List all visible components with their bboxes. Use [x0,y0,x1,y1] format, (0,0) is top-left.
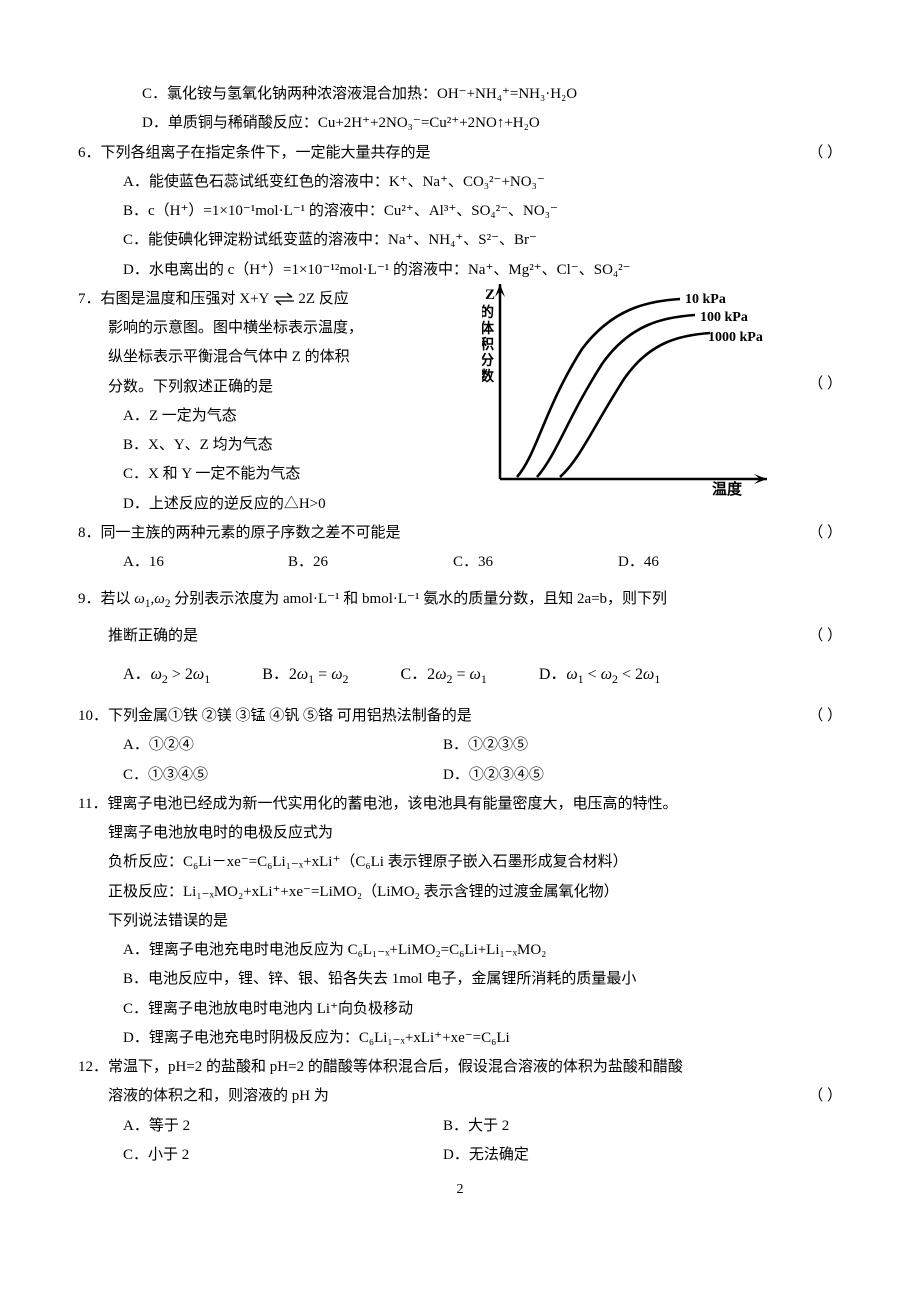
answer-bracket: （ ） [808,1082,842,1111]
option-a: A．等于 2 [123,1112,443,1141]
question-stem-line: 分数。下列叙述正确的是 [78,373,448,402]
question-stem-line: 推断正确的是 [108,628,198,644]
question-number: 8． [78,525,101,541]
option-c: C．36 [453,548,618,577]
option-b: B．大于 2 [443,1112,763,1141]
answer-bracket: （ ） [808,370,842,399]
option-a: A．16 [123,548,288,577]
question-line: 正极反应：Li₁₋ₓMO₂+xLi⁺+xe⁻=LiMO₂（LiMO₂ 表示含锂的… [78,878,842,907]
equilibrium-chart: Z 的 体 积 分 数 温度 10 kPa 100 kPa 1000 kPa [482,279,782,499]
option-d: D．无法确定 [443,1141,763,1170]
question-10: 10．下列金属①铁 ②镁 ③锰 ④钒 ⑤铬 可用铝热法制备的是 （ ） A．①②… [78,702,842,790]
question-7: 7．右图是温度和压强对 X+Y 2Z 反应 影响的示意图。图中横坐标表示温度， … [78,285,842,519]
option-a: A．锂离子电池充电时电池反应为 C₆L₁₋ₓ+LiMO₂=C₆Li+Li₁₋ₓM… [78,936,842,965]
question-stem: 同一主族的两种元素的原子序数之差不可能是 [101,525,401,541]
answer-bracket: （ ） [808,622,842,651]
option-b: B．2ω1 = ω2 [262,659,348,692]
option-b: B．电池反应中，锂、锌、银、铅各失去 1mol 电子，金属锂所消耗的质量最小 [78,965,842,994]
question-6: 6．下列各组离子在指定条件下，一定能大量共存的是 （ ） A．能使蓝色石蕊试纸变… [78,139,842,285]
option-d: D．上述反应的逆反应的△H>0 [78,490,448,519]
option-d: D．锂离子电池充电时阴极反应为：C₆Li₁₋ₓ+xLi⁺+xe⁻=C₆Li [78,1024,842,1053]
option-c: C．①③④⑤ [123,761,443,790]
question-line: 负析反应：C₆Li－xe⁻=C₆Li₁₋ₓ+xLi⁺（C₆Li 表示锂原子嵌入石… [78,848,842,877]
question-stem: 常温下，pH=2 的盐酸和 pH=2 的醋酸等体积混合后，假设混合溶液的体积为盐… [108,1059,683,1075]
svg-text:体: 体 [482,320,495,337]
option-c: C．X 和 Y 一定不能为气态 [78,460,448,489]
answer-bracket: （ ） [838,139,842,168]
option-d: D．46 [618,548,783,577]
question-stem: 下列各组离子在指定条件下，一定能大量共存的是 [101,145,431,161]
question-9: 9．若以 ω1,ω2 分别表示浓度为 amol·L⁻¹ 和 bmol·L⁻¹ 氨… [78,585,842,692]
question-stem-line: 纵坐标表示平衡混合气体中 Z 的体积 [78,343,448,372]
svg-text:积: 积 [482,336,494,353]
question-line: 下列说法错误的是 [78,907,842,936]
question-number: 10． [78,708,108,724]
question-12: 12．常温下，pH=2 的盐酸和 pH=2 的醋酸等体积混合后，假设混合溶液的体… [78,1053,842,1170]
question-stem: 若以 ω1,ω2 分别表示浓度为 amol·L⁻¹ 和 bmol·L⁻¹ 氨水的… [101,591,668,607]
option-a: A．①②④ [123,731,443,760]
y-axis-label: Z [485,287,495,303]
option-b: B．c（H⁺）=1×10⁻¹mol·L⁻¹ 的溶液中：Cu²⁺、Al³⁺、SO₄… [78,197,842,226]
option-a: A．Z 一定为气态 [78,402,448,431]
option-a: A．能使蓝色石蕊试纸变红色的溶液中：K⁺、Na⁺、CO₃²⁻+NO₃⁻ [78,168,842,197]
question-stem-line: 影响的示意图。图中横坐标表示温度， [78,314,448,343]
option-d: D．①②③④⑤ [443,761,763,790]
curve-label-100kpa: 100 kPa [700,310,748,325]
option-b: B．X、Y、Z 均为气态 [78,431,448,460]
question-number: 9． [78,591,101,607]
question-11: 11．锂离子电池已经成为新一代实用化的蓄电池，该电池具有能量密度大，电压高的特性… [78,790,842,1053]
option-line: D．单质铜与稀硝酸反应：Cu+2H⁺+2NO₃⁻=Cu²⁺+2NO↑+H₂O [78,109,842,138]
option-b: B．26 [288,548,453,577]
question-line: 锂离子电池放电时的电极反应式为 [78,819,842,848]
question-number: 12． [78,1059,108,1075]
page-number: 2 [78,1176,842,1203]
option-c: C．锂离子电池放电时电池内 Li⁺向负极移动 [78,995,842,1024]
svg-text:分: 分 [482,353,494,369]
curve-label-1000kpa: 1000 kPa [708,330,763,345]
question-stem-line: 溶液的体积之和，则溶液的 pH 为 [108,1088,329,1104]
question-number: 6． [78,145,101,161]
option-c: C．2ω2 = ω1 [401,659,487,692]
answer-bracket: （ ） [838,702,842,731]
svg-text:数: 数 [482,368,495,385]
option-a: A．ω2 > 2ω1 [123,659,210,692]
option-b: B．①②③⑤ [443,731,763,760]
svg-text:的: 的 [482,304,494,321]
x-axis-label: 温度 [712,480,743,498]
option-d: D．ω1 < ω2 < 2ω1 [539,659,661,692]
option-c: C．能使碘化钾淀粉试纸变蓝的溶液中：Na⁺、NH₄⁺、S²⁻、Br⁻ [78,226,842,255]
curve-label-10kpa: 10 kPa [685,292,726,307]
question-8: 8．同一主族的两种元素的原子序数之差不可能是 （ ） A．16 B．26 C．3… [78,519,842,578]
question-stem: 锂离子电池已经成为新一代实用化的蓄电池，该电池具有能量密度大，电压高的特性。 [107,796,677,812]
answer-bracket: （ ） [838,519,842,548]
question-number: 7． [78,291,101,307]
question-number: 11． [78,796,107,812]
question-stem: 右图是温度和压强对 X+Y 2Z 反应 [101,291,349,307]
option-c: C．小于 2 [123,1141,443,1170]
equilibrium-icon [273,292,295,306]
option-line: C．氯化铵与氢氧化钠两种浓溶液混合加热：OH⁻+NH₄⁺=NH₃·H₂O [78,80,842,109]
question-stem: 下列金属①铁 ②镁 ③锰 ④钒 ⑤铬 可用铝热法制备的是 [108,708,472,724]
